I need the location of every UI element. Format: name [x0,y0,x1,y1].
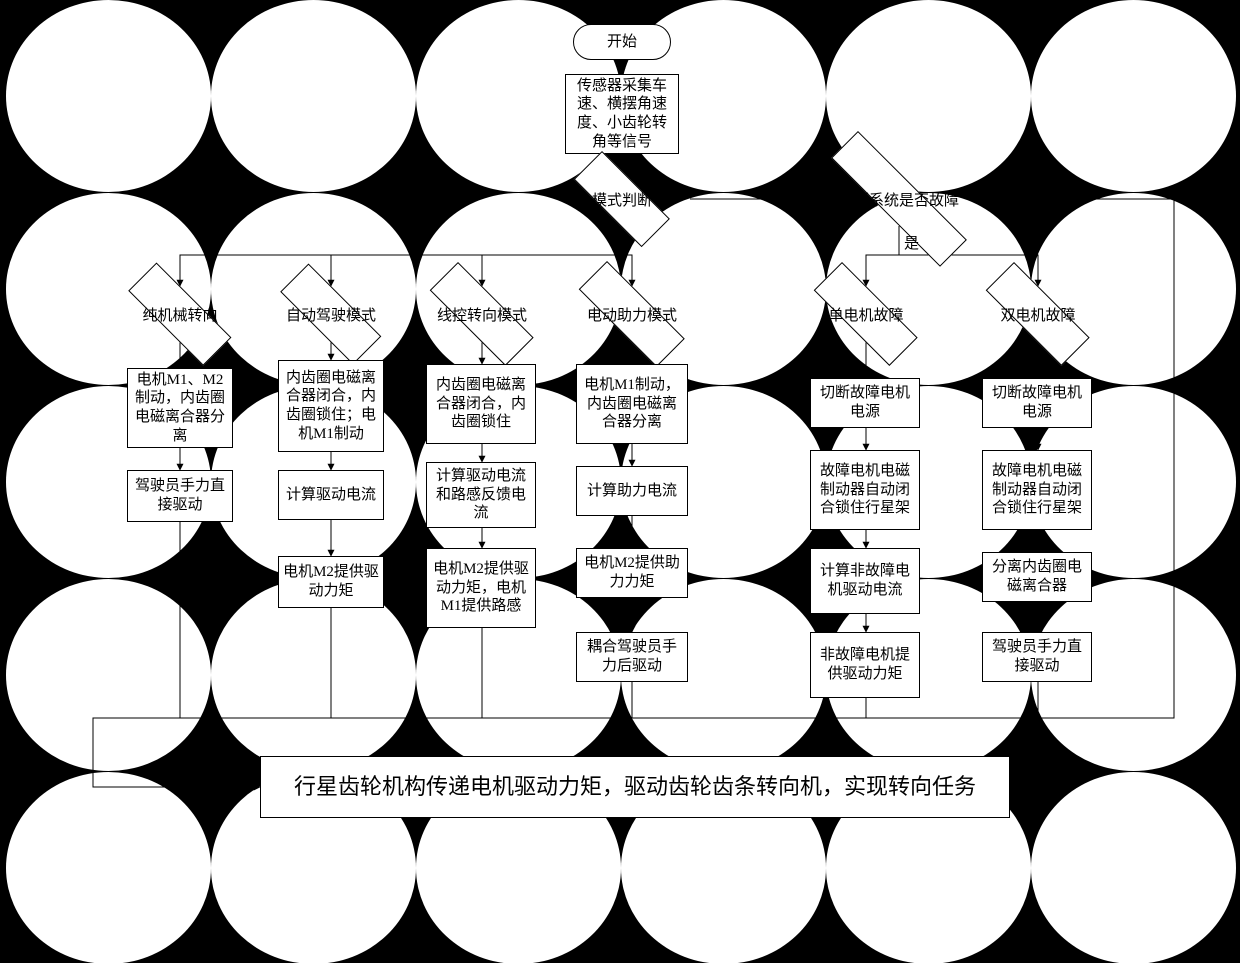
node-d_dual: 双电机故障 [962,286,1114,342]
node-assist3: 电机M2提供助力力矩 [576,548,688,598]
edge-label-no: 否 [1040,178,1055,199]
node-assist4: 耦合驾驶员手力后驱动 [576,632,688,682]
background-ellipse [211,0,416,192]
node-label: 纯机械转向 [105,286,255,342]
node-fault_diag: 诊断系统是否故障 [790,172,1008,226]
edge-label-yes: 是 [904,232,919,253]
node-mode: 模式判断 [554,171,690,227]
node-wire3: 电机M2提供驱动力矩，电机M1提供路感 [426,548,536,628]
node-d_wire: 线控转向模式 [406,286,558,342]
node-mech1: 电机M1、M2制动，内齿圈电磁离合器分离 [127,368,233,448]
node-label: 诊断系统是否故障 [790,172,1008,226]
background-ellipse [6,579,211,771]
background-ellipse [6,772,211,963]
node-dual4: 驾驶员手力直接驱动 [982,632,1092,682]
node-auto1: 内齿圈电磁离合器闭合，内齿圈锁住；电机M1制动 [278,360,384,452]
node-sensor: 传感器采集车速、横摆角速度、小齿轮转角等信号 [565,74,679,154]
node-d_single: 单电机故障 [790,286,942,342]
node-d_mech: 纯机械转向 [105,286,255,342]
node-single4: 非故障电机提供驱动力矩 [810,632,920,698]
node-label: 模式判断 [554,171,690,227]
node-d_auto: 自动驾驶模式 [258,286,404,342]
node-single3: 计算非故障电机驱动电流 [810,548,920,614]
node-label: 线控转向模式 [406,286,558,342]
background-ellipse [1031,0,1236,192]
node-dual2: 故障电机电磁制动器自动闭合锁住行星架 [982,450,1092,530]
node-label: 自动驾驶模式 [258,286,404,342]
node-mech2: 驾驶员手力直接驱动 [127,470,233,522]
node-single1: 切断故障电机电源 [810,378,920,428]
flowchart-canvas: 开始传感器采集车速、横摆角速度、小齿轮转角等信号模式判断 诊断系统是否故障纯机械转… [0,0,1240,963]
background-ellipse [1031,772,1236,963]
node-wire1: 内齿圈电磁离合器闭合，内齿圈锁住 [426,364,536,444]
node-label: 双电机故障 [962,286,1114,342]
node-final: 行星齿轮机构传递电机驱动力矩，驱动齿轮齿条转向机，实现转向任务 [260,756,1010,818]
node-dual3: 分离内齿圈电磁离合器 [982,552,1092,602]
node-label: 单电机故障 [790,286,942,342]
node-start: 开始 [573,24,671,60]
node-label: 电动助力模式 [554,286,710,342]
node-single2: 故障电机电磁制动器自动闭合锁住行星架 [810,450,920,530]
node-wire2: 计算驱动电流和路感反馈电流 [426,462,536,528]
node-dual1: 切断故障电机电源 [982,378,1092,428]
node-assist1: 电机M1制动，内齿圈电磁离合器分离 [576,364,688,444]
node-auto3: 电机M2提供驱动力矩 [278,556,384,608]
node-auto2: 计算驱动电流 [278,470,384,520]
node-assist2: 计算助力电流 [576,466,688,516]
background-ellipse [6,0,211,192]
node-d_assist: 电动助力模式 [554,286,710,342]
